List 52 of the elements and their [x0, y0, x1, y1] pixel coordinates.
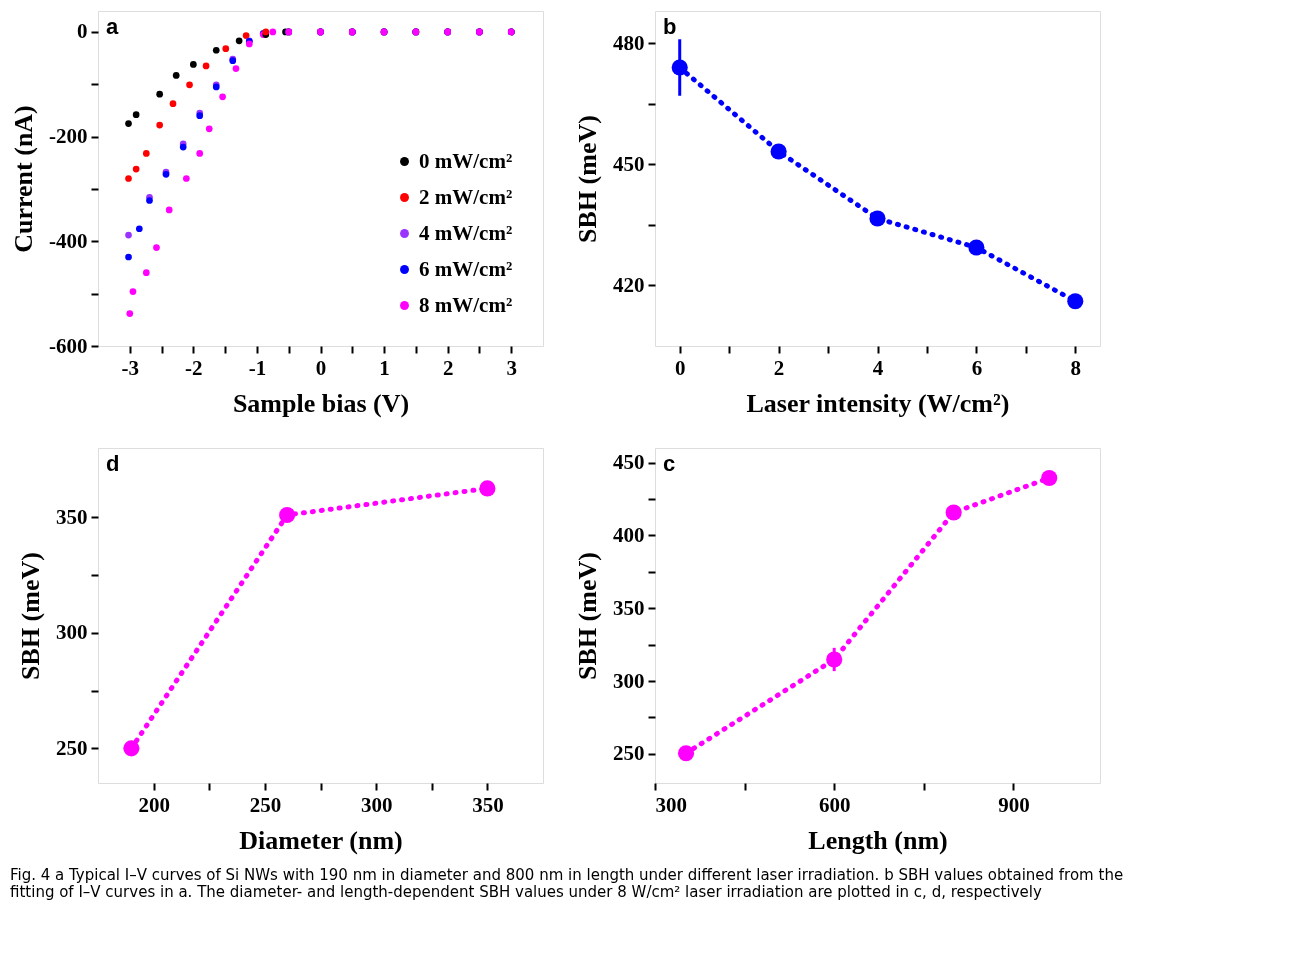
y-tick-label: 350 — [56, 504, 88, 529]
x-tick-label: 3 — [506, 355, 517, 380]
y-axis-title: Current (nA) — [9, 105, 39, 253]
x-tick-label: 0 — [315, 355, 327, 380]
x-axis-title: Sample bias (V) — [232, 388, 410, 418]
x-axis-title: Length (nm) — [808, 825, 948, 855]
x-tick-label: 250 — [249, 792, 282, 817]
chart-title: b — [663, 14, 677, 39]
y-tick-label: 350 — [613, 595, 645, 620]
y-tick-label: 480 — [613, 30, 645, 55]
legend-label: 6 mW/cm² — [419, 256, 513, 281]
y-tick-label: 0 — [77, 19, 88, 44]
x-tick-label: 1 — [379, 355, 390, 380]
legend-label: 0 mW/cm² — [419, 148, 513, 173]
x-tick-label: 0 — [674, 355, 686, 380]
y-tick-label: 450 — [613, 151, 645, 176]
x-tick-label: 2 — [773, 355, 785, 380]
y-tick-label: 450 — [613, 450, 645, 475]
chart-title: d — [106, 451, 120, 476]
y-tick-label: 420 — [613, 272, 645, 297]
chart-title: a — [106, 14, 119, 39]
x-tick-label: 900 — [998, 792, 1030, 817]
x-tick-label: 4 — [872, 355, 884, 380]
legend-label: 8 mW/cm² — [419, 292, 513, 317]
x-axis-title: Laser intensity (W/cm²) — [746, 388, 1010, 418]
x-tick-label: 200 — [138, 792, 170, 817]
x-tick-label: 8 — [1070, 355, 1082, 380]
y-axis-title: SBH (meV) — [16, 552, 45, 680]
y-tick-label: -200 — [49, 124, 88, 149]
caption: Fig. 4 a Typical I–V curves of Si NWs with 190 nm in diameter and 800 nm in length under different laser irradiation. b SBH values obtained from the fitting of I–V curves in a. The diameter- and length-dependent SBH values under 8 W/cm² laser irradiation are plotted in c, d, respectively — [10, 865, 1124, 901]
y-tick-label: 250 — [613, 741, 645, 766]
y-tick-label: 250 — [56, 735, 88, 760]
y-tick-label: 300 — [56, 620, 88, 645]
x-tick-label: -2 — [185, 355, 203, 380]
x-tick-label: -1 — [248, 355, 267, 380]
x-tick-label: 2 — [442, 355, 454, 380]
y-axis-title: SBH (meV) — [573, 552, 602, 680]
y-tick-label: 400 — [613, 522, 645, 547]
x-tick-label: -3 — [121, 355, 140, 380]
x-axis-title: Diameter (nm) — [239, 825, 403, 855]
legend-label: 4 mW/cm² — [419, 220, 513, 245]
x-tick-label: 600 — [818, 792, 851, 817]
x-tick-label: 6 — [971, 355, 983, 380]
legend-label: 2 mW/cm² — [419, 184, 513, 209]
y-tick-label: -400 — [49, 228, 88, 253]
x-tick-label: 300 — [655, 792, 687, 817]
y-axis-title: SBH (meV) — [573, 115, 602, 243]
chart-title: c — [663, 451, 676, 476]
x-tick-label: 300 — [360, 792, 393, 817]
x-tick-label: 350 — [472, 792, 504, 817]
y-tick-label: -600 — [49, 333, 88, 358]
y-tick-label: 300 — [613, 668, 645, 693]
